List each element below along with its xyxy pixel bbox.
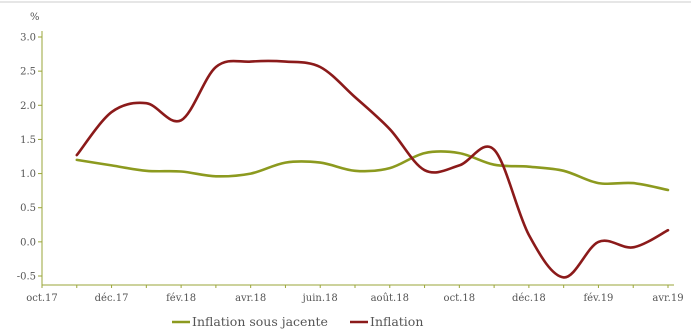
series-layer — [75, 59, 670, 279]
x-tick-label: août.18 — [371, 293, 409, 304]
legend: Inflation sous jacente Inflation — [172, 314, 423, 329]
legend-item: Inflation sous jacente — [172, 314, 328, 329]
series-line-inflation-sous-jacente — [75, 150, 670, 192]
x-tick-label: oct.17 — [26, 293, 58, 304]
series-line-inflation — [75, 59, 670, 279]
y-tick-label: 1.5 — [20, 135, 36, 146]
y-tick-label: 0.0 — [20, 237, 36, 248]
y-tick-label: 0.5 — [20, 203, 36, 214]
x-tick-label: oct.18 — [444, 293, 476, 304]
x-tick-label: fév.18 — [166, 293, 196, 304]
y-tick-label: 2.0 — [20, 101, 36, 112]
x-tick-label: fév.19 — [583, 293, 613, 304]
x-tick-label: juin.18 — [302, 293, 338, 304]
x-tick-label: avr.18 — [235, 293, 266, 304]
x-tick-label: déc.18 — [512, 293, 546, 304]
y-tick-label: 3.0 — [20, 33, 36, 44]
y-tick-label: -0.5 — [17, 272, 36, 283]
y-tick-label: 1.0 — [20, 169, 36, 180]
y-tick-label: 2.5 — [20, 67, 36, 78]
legend-label: Inflation sous jacente — [192, 314, 328, 329]
x-tick-label: avr.19 — [652, 293, 683, 304]
legend-label: Inflation — [370, 314, 423, 329]
axes: 3.0 2.5 2.0 1.5 1.0 0.5 0.0 -0.5 oct.17 déc.17 fév… — [17, 31, 684, 304]
x-tick-label: déc.17 — [95, 293, 129, 304]
legend-item: Inflation — [350, 314, 423, 329]
y-unit-label: % — [30, 12, 40, 23]
